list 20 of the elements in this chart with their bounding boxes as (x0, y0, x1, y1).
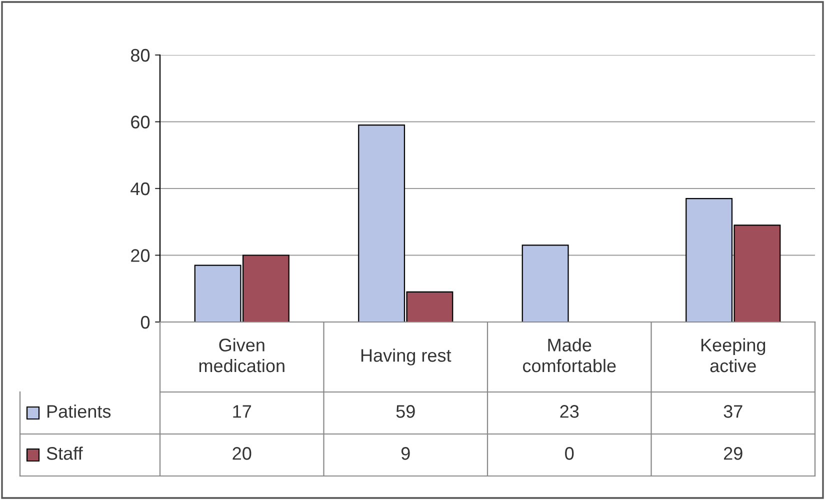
bar (522, 244, 569, 322)
y-tick-label: 80 (130, 48, 150, 62)
legend-label: Patients (47, 404, 111, 418)
y-tick-label: 20 (131, 249, 150, 262)
data-label: 17 (233, 405, 252, 418)
y-tick-label: 60 (131, 116, 150, 128)
x-tick-label: Keeping active (701, 338, 766, 372)
data-label: 9 (401, 447, 410, 460)
x-tick-label: Made comfortable (522, 338, 616, 372)
y-tick-label: 0 (140, 316, 150, 329)
x-tick-label: Having rest (361, 348, 452, 366)
legend-label: Staff (46, 446, 83, 460)
data-label: 0 (565, 447, 574, 460)
x-tick-label: Given medication (199, 338, 284, 372)
y-tick-label: 40 (130, 182, 150, 196)
data-label: 37 (724, 405, 742, 418)
data-label: 20 (232, 447, 252, 460)
data-label: 23 (560, 405, 579, 418)
data-label: 59 (396, 405, 415, 418)
data-label: 29 (724, 447, 742, 460)
